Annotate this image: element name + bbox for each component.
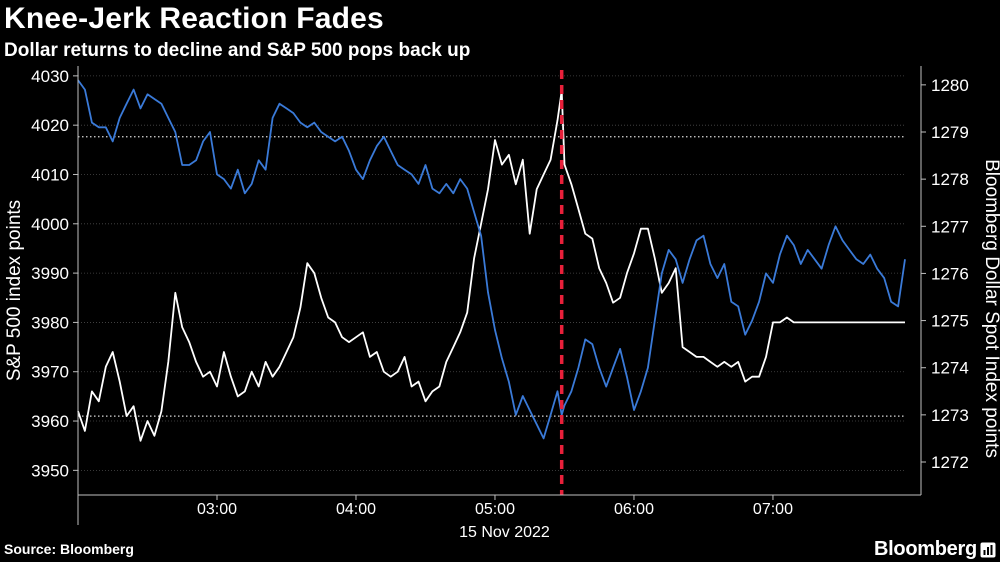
bloomberg-mark-icon <box>980 542 996 558</box>
left-tick-label-4010: 4010 <box>31 165 69 184</box>
x-axis-ticks: 03:00 04:00 05:00 06:00 07:00 <box>197 495 793 518</box>
series-layer <box>77 79 906 442</box>
right-tick-label-1278: 1278 <box>931 170 969 189</box>
chart-title: Knee-Jerk Reaction Fades <box>4 2 384 35</box>
right-tick-label-1274: 1274 <box>931 359 969 378</box>
x-tick-label-07:00: 07:00 <box>753 501 793 518</box>
left-tick-label-3950: 3950 <box>31 461 69 480</box>
source-note: Source: Bloomberg <box>4 541 134 557</box>
x-axis-date-label: 15 Nov 2022 <box>459 524 550 541</box>
right-tick-label-1275: 1275 <box>931 312 969 331</box>
right-tick-label-1273: 1273 <box>931 406 969 425</box>
x-tick-label-04:00: 04:00 <box>336 501 376 518</box>
chart-subtitle: Dollar returns to decline and S&P 500 po… <box>4 40 471 61</box>
right-axis-ticks: 1272 1273 1274 1275 1276 1277 1278 1279 1280 <box>921 76 969 472</box>
left-tick-label-4000: 4000 <box>31 215 69 234</box>
left-tick-label-3980: 3980 <box>31 313 69 332</box>
spx-series-line <box>77 89 905 442</box>
gridlines <box>78 75 905 471</box>
x-tick-label-03:00: 03:00 <box>197 501 237 518</box>
right-tick-label-1276: 1276 <box>931 264 969 283</box>
right-tick-label-1279: 1279 <box>931 123 969 142</box>
reference-lines <box>78 136 905 417</box>
x-tick-label-06:00: 06:00 <box>614 501 654 518</box>
left-axis-ticks: 3950 3960 3970 3980 3990 4000 4010 4020 4030 <box>31 67 78 480</box>
right-tick-label-1277: 1277 <box>931 217 969 236</box>
right-axis-label: Bloomberg Dollar Spot Index points <box>981 159 1000 458</box>
axes <box>77 66 922 525</box>
left-tick-label-4030: 4030 <box>31 67 69 86</box>
dollar-series-line <box>77 79 906 440</box>
left-axis-label: S&P 500 index points <box>4 200 25 381</box>
left-tick-label-3960: 3960 <box>31 412 69 431</box>
right-tick-label-1272: 1272 <box>931 453 969 472</box>
left-tick-label-3970: 3970 <box>31 363 69 382</box>
left-tick-label-3990: 3990 <box>31 264 69 283</box>
right-tick-label-1280: 1280 <box>931 76 969 95</box>
x-tick-label-05:00: 05:00 <box>475 501 515 518</box>
left-tick-label-4020: 4020 <box>31 116 69 135</box>
bloomberg-logo: Bloomberg <box>874 538 977 560</box>
